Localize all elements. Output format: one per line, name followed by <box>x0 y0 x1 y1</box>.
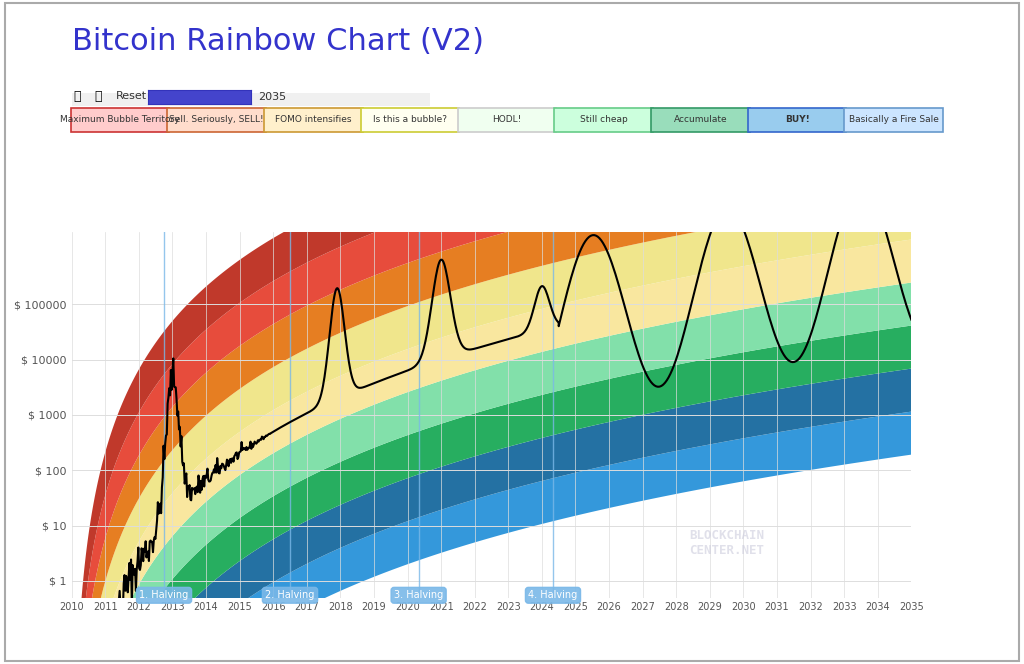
Text: BUY!: BUY! <box>784 115 809 124</box>
FancyBboxPatch shape <box>71 108 169 132</box>
FancyBboxPatch shape <box>458 108 556 132</box>
Text: 2. Halving: 2. Halving <box>265 590 314 600</box>
Text: Maximum Bubble Territory: Maximum Bubble Territory <box>60 115 180 124</box>
FancyBboxPatch shape <box>167 108 266 132</box>
Text: 🔍: 🔍 <box>94 90 101 103</box>
FancyBboxPatch shape <box>554 108 653 132</box>
FancyBboxPatch shape <box>264 108 362 132</box>
Text: 1. Halving: 1. Halving <box>139 590 188 600</box>
Text: 3. Halving: 3. Halving <box>394 590 443 600</box>
Text: Basically a Fire Sale: Basically a Fire Sale <box>849 115 939 124</box>
Text: HODL!: HODL! <box>493 115 521 124</box>
FancyBboxPatch shape <box>748 108 846 132</box>
Text: 4. Halving: 4. Halving <box>528 590 578 600</box>
Text: BLOCKCHAIN
CENTER.NET: BLOCKCHAIN CENTER.NET <box>689 529 764 557</box>
Text: Reset: Reset <box>116 91 146 102</box>
FancyBboxPatch shape <box>651 108 750 132</box>
Text: Is this a bubble?: Is this a bubble? <box>373 115 447 124</box>
Text: Still cheap: Still cheap <box>580 115 628 124</box>
FancyBboxPatch shape <box>360 108 460 132</box>
FancyBboxPatch shape <box>845 108 943 132</box>
Text: 2035: 2035 <box>258 92 286 102</box>
Text: 🔍: 🔍 <box>74 90 81 103</box>
Text: Accumulate: Accumulate <box>674 115 727 124</box>
Text: FOMO intensifies: FOMO intensifies <box>275 115 351 124</box>
Text: Sell. Seriously, SELL!: Sell. Seriously, SELL! <box>169 115 264 124</box>
Text: Bitcoin Rainbow Chart (V2): Bitcoin Rainbow Chart (V2) <box>72 27 483 56</box>
